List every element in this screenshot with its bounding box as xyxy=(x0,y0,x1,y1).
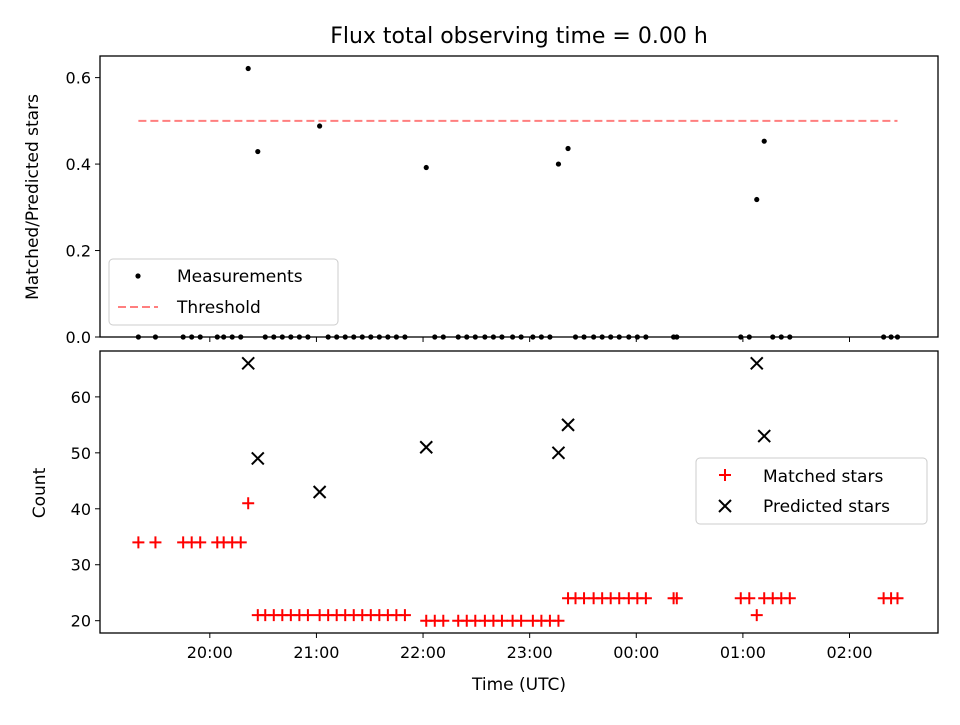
measurement-point xyxy=(565,145,571,152)
top-y-tick-label: 0.2 xyxy=(66,242,91,261)
matched-star-marker xyxy=(194,536,207,549)
matched-star-marker xyxy=(495,614,508,627)
matched-star-marker xyxy=(552,614,565,627)
bottom-legend: Matched stars Predicted stars xyxy=(695,457,928,525)
bottom-x-axis: 20:00 21:00 22:00 23:00 00:00 01:00 02:00 xyxy=(187,633,873,662)
bottom-x-tick-label: 01:00 xyxy=(720,643,766,662)
matched-star-marker xyxy=(515,614,528,627)
legend-matched-label: Matched stars xyxy=(763,467,883,487)
measurement-point xyxy=(754,196,760,203)
predicted-star-marker xyxy=(757,429,771,443)
predicted-star-marker xyxy=(419,440,433,454)
matched-star-marker xyxy=(750,609,763,622)
predicted-star-marker xyxy=(561,418,575,432)
matched-star-marker xyxy=(149,536,162,549)
bottom-axes-frame xyxy=(99,350,939,634)
matched-star-marker xyxy=(242,497,255,510)
predicted-star-marker xyxy=(750,356,764,371)
bottom-x-tick-label: 22:00 xyxy=(400,643,446,662)
measurement-point xyxy=(761,138,767,144)
legend-measurements-label: Measurements xyxy=(177,267,303,287)
predicted-star-marker xyxy=(551,446,566,460)
top-axes-frame xyxy=(99,55,939,338)
bottom-x-tick-label: 20:00 xyxy=(187,643,233,662)
matched-star-marker xyxy=(234,536,247,549)
top-y-tick-label: 0.4 xyxy=(66,155,91,174)
top-legend: Measurements Threshold xyxy=(108,258,339,326)
matched-star-marker xyxy=(783,592,796,605)
predicted-star-marker xyxy=(312,485,327,499)
predicted-star-marker xyxy=(251,451,265,466)
predicted-star-marker xyxy=(241,356,255,371)
top-y-axis: 0.0 0.2 0.4 0.6 xyxy=(66,69,100,347)
chart-title: Flux total observing time = 0.00 h xyxy=(330,24,708,49)
bottom-x-axis-label: Time (UTC) xyxy=(471,675,566,695)
legend-predicted-label: Predicted stars xyxy=(763,497,890,517)
matched-star-marker xyxy=(670,592,683,605)
legend-predicted-marker xyxy=(718,499,732,513)
matched-star-marker xyxy=(301,609,314,622)
measurement-point xyxy=(317,123,323,129)
matched-star-marker xyxy=(743,592,756,605)
measurement-point xyxy=(423,164,429,171)
top-y-axis-label: Matched/Predicted stars xyxy=(23,94,43,300)
matched-star-marker xyxy=(639,592,652,605)
top-x-ticks xyxy=(209,337,851,342)
bottom-legend-box xyxy=(695,457,928,525)
bottom-y-axis: 20 30 40 50 60 xyxy=(71,388,100,631)
matched-star-marker xyxy=(891,592,904,605)
matched-star-marker xyxy=(398,609,411,622)
bottom-plot-area xyxy=(132,356,904,627)
bottom-x-tick-label: 23:00 xyxy=(507,643,553,662)
measurement-point xyxy=(245,65,251,72)
top-y-tick-label: 0.6 xyxy=(66,69,91,88)
legend-matched-marker xyxy=(719,469,731,481)
legend-measurements-marker xyxy=(135,273,141,279)
measurement-point xyxy=(255,148,261,155)
bottom-y-tick-label: 40 xyxy=(71,500,91,519)
bottom-x-tick-label: 21:00 xyxy=(293,643,339,662)
legend-threshold-label: Threshold xyxy=(176,298,261,318)
bottom-y-tick-label: 20 xyxy=(71,612,91,631)
bottom-y-axis-label: Count xyxy=(30,467,50,518)
measurement-point xyxy=(555,161,562,167)
matched-star-marker xyxy=(437,614,450,627)
bottom-x-tick-label: 02:00 xyxy=(826,643,872,662)
top-y-tick-label: 0.0 xyxy=(66,328,91,347)
matched-star-marker xyxy=(132,536,145,549)
bottom-y-tick-label: 60 xyxy=(71,388,91,407)
bottom-y-tick-label: 50 xyxy=(71,444,91,463)
top-legend-box xyxy=(108,258,339,326)
bottom-y-tick-label: 30 xyxy=(71,556,91,575)
bottom-x-tick-label: 00:00 xyxy=(613,643,659,662)
